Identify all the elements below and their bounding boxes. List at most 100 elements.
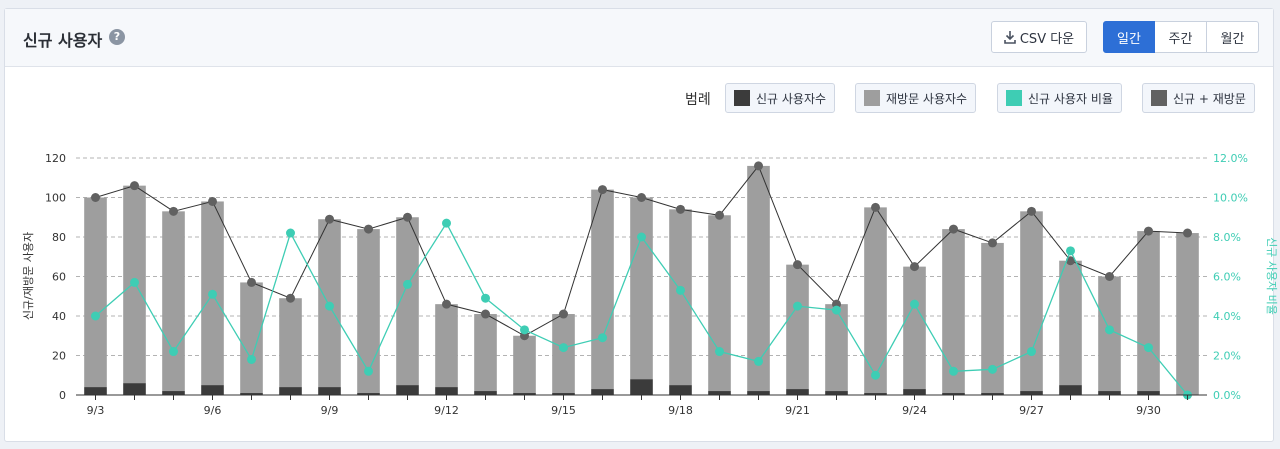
x-tick-label: 9/27 [1019, 404, 1044, 417]
ratio-point [910, 299, 919, 309]
total-point [949, 224, 958, 234]
x-tick-label: 9/21 [785, 404, 810, 417]
bar-returning [903, 266, 926, 390]
total-point [247, 277, 256, 287]
bar-new [357, 393, 380, 395]
ratio-point [364, 366, 373, 376]
bar-returning [435, 304, 458, 388]
total-point [715, 210, 724, 220]
ratio-point [1027, 347, 1036, 357]
bar-returning [84, 197, 107, 388]
total-point [1144, 226, 1153, 236]
ratio-point [1105, 325, 1114, 335]
bar-returning [513, 335, 536, 394]
x-tick-label: 9/9 [321, 404, 339, 417]
y2-tick-label: 12.0% [1213, 152, 1248, 165]
ratio-point [442, 218, 451, 228]
legend-item-total[interactable]: 신규 + 재방문 [1142, 83, 1255, 113]
total-point [910, 262, 919, 272]
bar-returning [396, 217, 419, 386]
ratio-point [715, 347, 724, 357]
period-daily-button[interactable]: 일간 [1103, 21, 1155, 53]
x-tick-label: 9/6 [204, 404, 222, 417]
csv-download-label: CSV 다운 [1019, 31, 1075, 47]
y-tick-label: 80 [52, 231, 66, 244]
ratio-point [130, 277, 139, 287]
bar-returning [942, 229, 965, 394]
ratio-point [871, 370, 880, 380]
bar-new [552, 393, 575, 395]
bar-returning [591, 189, 614, 390]
bar-returning [1059, 260, 1082, 386]
x-tick-label: 9/12 [434, 404, 459, 417]
bar-new [474, 391, 497, 395]
panel-title: 신규 사용자 [23, 31, 103, 50]
bar-returning [1176, 233, 1199, 395]
bar-returning [630, 197, 653, 380]
bar-returning [747, 165, 770, 392]
bar-new [708, 391, 731, 395]
legend-swatch-total [1151, 90, 1167, 106]
bar-new [1020, 391, 1043, 395]
bar-new [201, 385, 224, 395]
legend-item-new-ratio[interactable]: 신규 사용자 비율 [997, 83, 1122, 113]
bar-new [630, 379, 653, 395]
bar-new [435, 387, 458, 395]
y-tick-label: 120 [45, 152, 66, 165]
bar-new [591, 389, 614, 395]
ratio-point [949, 366, 958, 376]
total-point [1066, 256, 1075, 266]
ratio-point [481, 293, 490, 303]
ratio-point [247, 354, 256, 364]
total-point [1183, 228, 1192, 238]
bar-new [240, 393, 263, 395]
total-point [325, 214, 334, 224]
period-weekly-button[interactable]: 주간 [1155, 21, 1207, 53]
total-point [442, 299, 451, 309]
total-point [91, 193, 100, 202]
ratio-point [208, 289, 217, 299]
total-point [754, 161, 763, 171]
csv-download-button[interactable]: CSV 다운 [991, 21, 1087, 53]
y-tick-label: 40 [52, 310, 66, 323]
bar-returning [708, 215, 731, 392]
bar-new [1059, 385, 1082, 395]
ratio-point [286, 228, 295, 238]
ratio-point [91, 311, 100, 321]
x-tick-label: 9/15 [551, 404, 576, 417]
legend-item-label: 신규 사용자수 [756, 91, 827, 106]
download-icon [1004, 31, 1016, 44]
total-point [403, 212, 412, 222]
x-tick-label: 9/30 [1136, 404, 1161, 417]
legend-item-new-users[interactable]: 신규 사용자수 [725, 83, 836, 113]
legend-item-returning-users[interactable]: 재방문 사용자수 [855, 83, 977, 113]
total-point [988, 238, 997, 248]
bar-new [864, 393, 887, 395]
ratio-point [598, 333, 607, 343]
bar-new [123, 383, 146, 395]
period-toggle: 일간 주간 월간 [1103, 21, 1259, 53]
bar-returning [786, 264, 809, 390]
legend-swatch-new [734, 90, 750, 106]
ratio-point [403, 279, 412, 289]
legend-swatch-returning [864, 90, 880, 106]
bar-returning [1020, 211, 1043, 392]
bar-returning [240, 282, 263, 394]
period-monthly-button[interactable]: 월간 [1207, 21, 1259, 53]
legend-label: 범례 [685, 92, 711, 108]
ratio-point [559, 343, 568, 353]
bar-new [1137, 391, 1160, 395]
y2-tick-label: 2.0% [1213, 350, 1241, 363]
ratio-point [169, 347, 178, 357]
total-point [676, 204, 685, 214]
bar-returning [357, 229, 380, 394]
ratio-point [520, 325, 529, 335]
bar-new [786, 389, 809, 395]
bar-new [396, 385, 419, 395]
x-tick-label: 9/24 [902, 404, 927, 417]
y-axis-title: 신규/재방문 사용자 [22, 232, 35, 320]
bar-new [981, 393, 1004, 395]
total-point [286, 293, 295, 303]
help-icon[interactable]: ? [109, 29, 125, 45]
